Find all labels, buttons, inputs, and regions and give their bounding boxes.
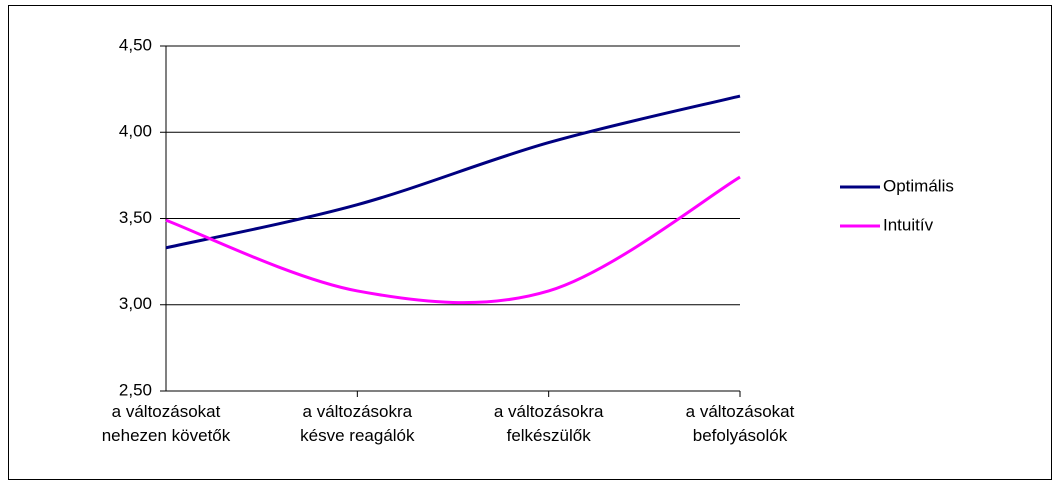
x-tick-label: a változásokat nehezen követők <box>101 402 231 445</box>
legend-label: Intuitív <box>883 215 934 234</box>
x-tick-label: a változásokat befolyásolók <box>685 402 795 445</box>
line-series <box>165 175 741 305</box>
y-tick-label: 3,50 <box>119 208 152 227</box>
y-tick-label: 4,00 <box>119 122 152 141</box>
line-series <box>165 94 741 250</box>
y-tick-label: 4,50 <box>119 35 152 54</box>
chart-frame <box>8 5 1052 480</box>
y-tick-label: 2,50 <box>119 380 152 399</box>
legend-label: Optimális <box>883 176 954 195</box>
x-tick-label: a változásokra felkészülők <box>493 402 604 445</box>
x-tick-label: a változásokra késve reagálók <box>300 402 415 445</box>
y-tick-label: 3,00 <box>119 294 152 313</box>
